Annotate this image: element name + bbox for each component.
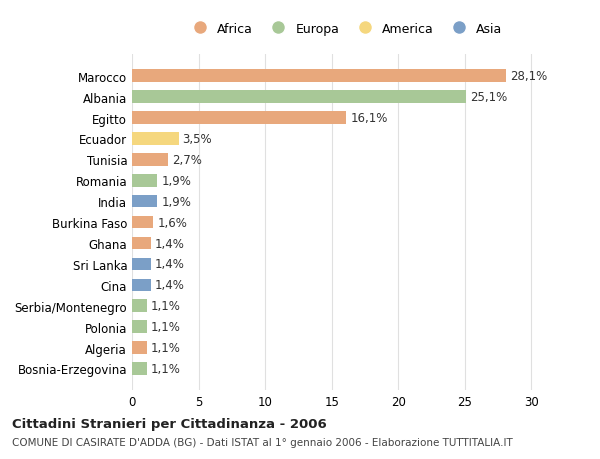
Text: 1,4%: 1,4% [155, 279, 185, 291]
Bar [132, 321, 146, 333]
Text: 28,1%: 28,1% [510, 70, 547, 83]
Bar [132, 363, 146, 375]
Text: 1,4%: 1,4% [155, 237, 185, 250]
Bar [132, 258, 151, 271]
Bar [132, 279, 151, 291]
Text: 1,1%: 1,1% [151, 300, 181, 313]
Bar [132, 237, 151, 250]
Text: Cittadini Stranieri per Cittadinanza - 2006: Cittadini Stranieri per Cittadinanza - 2… [12, 417, 327, 430]
Bar [132, 216, 154, 229]
Text: 1,1%: 1,1% [151, 341, 181, 354]
Text: 1,1%: 1,1% [151, 362, 181, 375]
Bar [132, 112, 346, 124]
Text: 1,4%: 1,4% [155, 258, 185, 271]
Text: COMUNE DI CASIRATE D'ADDA (BG) - Dati ISTAT al 1° gennaio 2006 - Elaborazione TU: COMUNE DI CASIRATE D'ADDA (BG) - Dati IS… [12, 437, 513, 447]
Bar [132, 300, 146, 312]
Text: 3,5%: 3,5% [182, 133, 212, 146]
Bar [132, 174, 157, 187]
Bar [132, 196, 157, 208]
Legend: Africa, Europa, America, Asia: Africa, Europa, America, Asia [182, 18, 508, 41]
Bar [132, 133, 179, 146]
Text: 16,1%: 16,1% [350, 112, 388, 125]
Text: 1,9%: 1,9% [161, 174, 191, 187]
Text: 2,7%: 2,7% [172, 154, 202, 167]
Text: 1,6%: 1,6% [157, 216, 187, 229]
Text: 1,1%: 1,1% [151, 320, 181, 333]
Text: 1,9%: 1,9% [161, 195, 191, 208]
Text: 25,1%: 25,1% [470, 91, 508, 104]
Bar [132, 70, 506, 83]
Bar [132, 91, 466, 104]
Bar [132, 341, 146, 354]
Bar [132, 154, 168, 166]
